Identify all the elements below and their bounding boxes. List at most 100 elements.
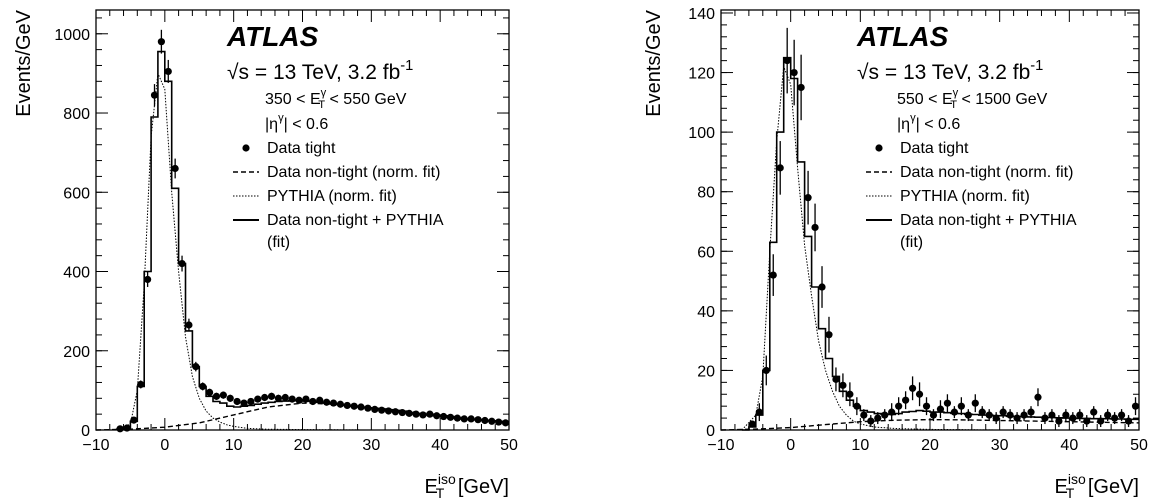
data-point <box>267 392 276 400</box>
data-point <box>1055 417 1063 425</box>
eta-text: |η <box>897 116 910 133</box>
data-point <box>281 393 289 402</box>
sqrt-symbol: √ <box>227 61 239 84</box>
data-point <box>357 403 365 411</box>
data-point <box>481 416 489 425</box>
eta-rest: | < 0.6 <box>916 116 961 133</box>
legend-label: Data tight <box>900 140 969 157</box>
legend: Data tight Data non-tight (norm. fit) PYTH… <box>233 140 444 251</box>
data-point <box>226 394 234 402</box>
data-point <box>371 405 379 413</box>
legend-label-cont: (fit) <box>267 234 290 251</box>
y-axis-title: Events/GeV <box>13 9 35 116</box>
curves <box>95 50 510 431</box>
data-point <box>157 38 165 46</box>
pythia-curve <box>116 71 509 431</box>
data-point <box>832 375 840 383</box>
data-point <box>288 395 296 403</box>
data-point <box>467 415 475 423</box>
legend-label: Data non-tight (norm. fit) <box>267 164 440 181</box>
et-hi: < 1500 GeV <box>962 91 1048 108</box>
data-point <box>797 83 805 92</box>
lumi-exponent: -1 <box>1030 58 1043 74</box>
y-tick-label: 0 <box>706 423 715 440</box>
data-point <box>212 392 221 400</box>
data-point <box>811 223 819 232</box>
data-point <box>274 394 283 402</box>
data-point <box>205 388 214 396</box>
data-point <box>818 283 826 291</box>
axis-ticks <box>95 10 510 431</box>
data-point <box>433 412 441 420</box>
data-point <box>762 366 770 375</box>
x-axis-title-main: E <box>1054 476 1067 498</box>
x-tick-labels: −10 0 10 20 30 40 50 <box>707 437 1148 454</box>
atlas-label: ATLAS <box>856 21 949 52</box>
nontight-curve <box>720 418 1140 431</box>
data-point <box>902 396 910 404</box>
et-var: E <box>310 91 321 108</box>
legend-label: Data non-tight + PYTHIA <box>900 212 1077 229</box>
x-tick-label: 50 <box>1130 437 1148 454</box>
atlas-label: ATLAS <box>226 21 319 52</box>
data-point <box>915 390 924 398</box>
lumi-exponent: -1 <box>400 58 413 74</box>
x-axis-title-sup: iso <box>1068 471 1086 487</box>
data-point <box>860 411 868 419</box>
fit-total-histogram <box>115 50 509 430</box>
data-point <box>846 390 854 398</box>
data-point <box>219 391 227 399</box>
x-tick-labels: −10 0 10 20 30 40 50 <box>82 437 518 454</box>
data-point <box>957 402 965 410</box>
x-axis-title: Eiso T [GeV] <box>424 471 509 500</box>
x-tick-label: −10 <box>707 437 734 454</box>
data-point <box>316 396 324 404</box>
energy-lumi-label: √s = 13 TeV, 3.2 fb-1 <box>857 58 1043 84</box>
legend: Data tight Data non-tight (norm. fit) PYTH… <box>866 140 1077 251</box>
data-point <box>302 395 310 403</box>
y-tick-label: 1000 <box>54 27 90 44</box>
data-point <box>123 424 131 432</box>
data-point <box>419 411 427 419</box>
data-point <box>350 402 358 410</box>
sqrt-symbol: √ <box>857 61 869 84</box>
data-point <box>839 381 847 389</box>
x-tick-label: −10 <box>82 437 109 454</box>
data-point <box>164 67 172 76</box>
x-axis-title-sub: T <box>436 485 445 500</box>
y-tick-label: 200 <box>63 344 90 361</box>
data-points <box>748 27 1140 428</box>
data-point <box>495 418 503 426</box>
energy-rest: = 13 TeV, 3.2 fb <box>879 61 1030 84</box>
x-axis-title-main: E <box>424 476 437 498</box>
data-point <box>254 395 262 403</box>
data-point <box>240 399 248 407</box>
data-point <box>769 271 777 279</box>
legend-label: PYTHIA (norm. fit) <box>900 188 1030 205</box>
x-tick-label: 20 <box>921 437 939 454</box>
et-var: E <box>942 91 953 108</box>
sqrt-s: s <box>239 61 250 84</box>
data-point <box>1006 411 1014 419</box>
pythia-curve <box>741 66 1139 431</box>
x-axis-title-sub: T <box>1066 485 1075 500</box>
data-point <box>144 275 152 284</box>
data-point <box>295 396 303 404</box>
data-point <box>908 384 917 392</box>
data-point <box>881 411 889 419</box>
data-point <box>378 406 386 414</box>
data-point <box>1090 408 1098 416</box>
x-tick-label: 40 <box>1060 437 1078 454</box>
eta-selection-label: |ηγ| < 0.6 <box>897 112 960 133</box>
y-tick-label: 400 <box>63 265 90 282</box>
y-tick-label: 800 <box>63 106 90 123</box>
data-point <box>405 409 413 417</box>
et-selection-label: 350 < Eγ T < 550 GeV <box>265 87 407 112</box>
et-hi: < 550 GeV <box>330 91 407 108</box>
energy-rest: = 13 TeV, 3.2 fb <box>249 61 400 84</box>
data-point <box>364 404 372 412</box>
legend-label: PYTHIA (norm. fit) <box>267 188 397 205</box>
data-point <box>748 420 756 428</box>
